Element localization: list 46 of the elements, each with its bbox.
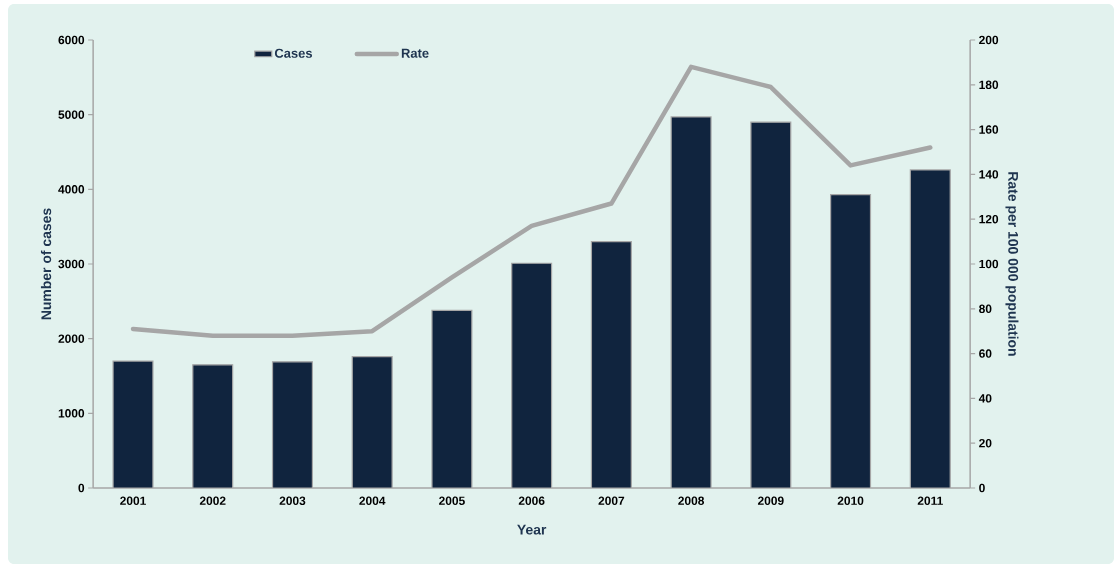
y-tick-label: 4000 <box>58 185 85 194</box>
y2-tick-label: 180 <box>979 80 999 90</box>
bar <box>909 169 951 488</box>
x-tick-label: 2002 <box>199 496 226 505</box>
x-axis-title: Year <box>517 524 547 535</box>
bar <box>750 121 792 488</box>
y2-tick-label: 20 <box>979 438 992 448</box>
bar <box>271 361 313 488</box>
y-tick-label: 3000 <box>58 259 85 269</box>
x-tick-label: 2011 <box>917 496 943 505</box>
bar <box>511 262 553 488</box>
legend-label: Rate <box>401 48 429 58</box>
y-axis-title: Number of cases <box>40 208 52 320</box>
y2-tick-label: 40 <box>978 394 992 403</box>
x-tick-label: 2005 <box>439 496 465 505</box>
bar <box>351 355 393 488</box>
y2-tick-label: 160 <box>979 125 999 134</box>
y-tick-label: 5000 <box>58 110 85 119</box>
x-tick-label: 2003 <box>279 496 306 506</box>
bar <box>192 364 234 488</box>
y-tick-label: 0 <box>78 483 85 493</box>
y2-tick-label: 0 <box>979 483 985 493</box>
y2-tick-label: 80 <box>979 304 992 314</box>
x-tick-label: 2004 <box>359 496 386 505</box>
y2-tick-label: 60 <box>979 349 992 358</box>
x-tick-label: 2010 <box>837 496 864 505</box>
x-tick-label: 2006 <box>518 496 545 505</box>
bar <box>670 116 712 488</box>
x-tick-label: 2009 <box>757 496 784 505</box>
bar <box>112 360 154 488</box>
line-series <box>130 64 933 338</box>
y2-tick-label: 200 <box>979 35 999 45</box>
y2-axis-title: Rate per 100 000 population <box>1005 172 1019 356</box>
bar <box>830 193 872 488</box>
y2-tick-label: 140 <box>979 170 999 179</box>
y-tick-label: 2000 <box>58 334 85 343</box>
x-tick-label: 2008 <box>678 496 705 505</box>
y-tick-label: 1000 <box>58 409 85 418</box>
x-tick-label: 2007 <box>598 496 625 505</box>
y-tick-label: 6000 <box>58 35 85 45</box>
x-tick-label: 2001 <box>120 496 146 505</box>
legend-label: Cases <box>274 48 312 58</box>
y2-tick-label: 100 <box>979 259 999 269</box>
bar <box>590 241 632 488</box>
bar <box>431 309 473 488</box>
y2-tick-label: 120 <box>979 214 999 224</box>
